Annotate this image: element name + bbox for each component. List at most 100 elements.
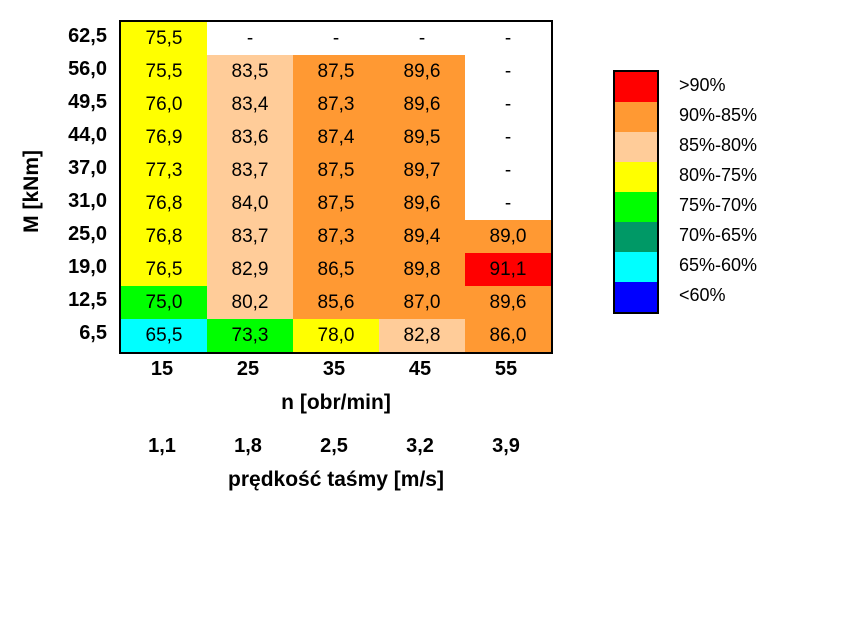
grid-and-x: 75,5----75,583,587,589,6-76,083,487,389,…: [119, 20, 553, 492]
row-header: 37,0: [52, 152, 115, 185]
heatmap-cell: 75,0: [120, 286, 207, 319]
heatmap-cell: -: [465, 121, 552, 154]
legend-label: 85%-80%: [679, 130, 757, 160]
heatmap-cell: 76,8: [120, 220, 207, 253]
row-header: 44,0: [52, 119, 115, 152]
heatmap-cell: 84,0: [207, 187, 293, 220]
row-header: 19,0: [52, 251, 115, 284]
legend-swatch: [615, 102, 657, 132]
legend-swatch: [615, 72, 657, 102]
heatmap-cell: 83,7: [207, 220, 293, 253]
legend: >90%90%-85%85%-80%80%-75%75%-70%70%-65%6…: [613, 70, 757, 314]
row-header: 31,0: [52, 185, 115, 218]
heatmap-cell: 89,6: [379, 55, 465, 88]
heatmap-cell: -: [293, 21, 379, 55]
heatmap-cell: 76,9: [120, 121, 207, 154]
heatmap-row: 75,583,587,589,6-: [120, 55, 552, 88]
heatmap-row: 76,884,087,589,6-: [120, 187, 552, 220]
row-header: 62,5: [52, 20, 115, 53]
heatmap-cell: 80,2: [207, 286, 293, 319]
legend-swatch: [615, 282, 657, 312]
heatmap-cell: -: [379, 21, 465, 55]
row-header: 49,5: [52, 86, 115, 119]
heatmap-cell: 87,5: [293, 55, 379, 88]
legend-colors: [613, 70, 659, 314]
heatmap-cell: -: [465, 88, 552, 121]
col-header: 25: [205, 358, 291, 381]
heatmap-cell: 91,1: [465, 253, 552, 286]
heatmap-row: 75,5----: [120, 21, 552, 55]
heatmap-cell: 85,6: [293, 286, 379, 319]
x-axis-label-2: prędkość taśmy [m/s]: [119, 468, 553, 492]
row-header: 12,5: [52, 284, 115, 317]
heatmap-cell: 87,4: [293, 121, 379, 154]
chart-area: M [kNm] 62,556,049,544,037,031,025,019,0…: [20, 20, 553, 492]
row-header: 25,0: [52, 218, 115, 251]
row-headers-col: 62,556,049,544,037,031,025,019,012,56,5: [52, 20, 119, 350]
heatmap-cell: 76,5: [120, 253, 207, 286]
legend-swatch: [615, 222, 657, 252]
heatmap-cell: -: [207, 21, 293, 55]
heatmap-container: M [kNm] 62,556,049,544,037,031,025,019,0…: [20, 20, 840, 492]
heatmap-row: 65,573,378,082,886,0: [120, 319, 552, 353]
legend-swatch: [615, 132, 657, 162]
heatmap-cell: 89,7: [379, 154, 465, 187]
heatmap-cell: 75,5: [120, 21, 207, 55]
heatmap-cell: 78,0: [293, 319, 379, 353]
row-header: 56,0: [52, 53, 115, 86]
heatmap-cell: 89,6: [379, 187, 465, 220]
heatmap-row: 75,080,285,687,089,6: [120, 286, 552, 319]
heatmap-cell: 87,5: [293, 154, 379, 187]
heatmap-cell: 87,3: [293, 88, 379, 121]
legend-swatch: [615, 162, 657, 192]
heatmap-cell: 76,8: [120, 187, 207, 220]
legend-label: 70%-65%: [679, 220, 757, 250]
col-header: 45: [377, 358, 463, 381]
secondary-header: 3,2: [377, 435, 463, 458]
heatmap-cell: -: [465, 21, 552, 55]
col-headers: 1525354555: [119, 358, 553, 381]
heatmap-cell: 83,4: [207, 88, 293, 121]
heatmap-cell: 83,6: [207, 121, 293, 154]
heatmap-cell: 82,9: [207, 253, 293, 286]
heatmap-cell: 83,7: [207, 154, 293, 187]
heatmap-cell: 89,6: [379, 88, 465, 121]
legend-swatch: [615, 192, 657, 222]
heatmap-row: 76,883,787,389,489,0: [120, 220, 552, 253]
heatmap-cell: 83,5: [207, 55, 293, 88]
x-axis-label-1: n [obr/min]: [119, 391, 553, 415]
heatmap-cell: 65,5: [120, 319, 207, 353]
heatmap-cell: 77,3: [120, 154, 207, 187]
heatmap-row: 77,383,787,589,7-: [120, 154, 552, 187]
legend-label: >90%: [679, 70, 757, 100]
row-headers: 62,556,049,544,037,031,025,019,012,56,5: [52, 20, 115, 350]
heatmap-cell: 87,5: [293, 187, 379, 220]
legend-label: 65%-60%: [679, 250, 757, 280]
heatmap-cell: -: [465, 55, 552, 88]
y-axis-label: M [kNm]: [20, 150, 44, 233]
heatmap-cell: -: [465, 154, 552, 187]
col-header: 15: [119, 358, 205, 381]
legend-labels: >90%90%-85%85%-80%80%-75%75%-70%70%-65%6…: [679, 70, 757, 310]
heatmap-cell: 89,0: [465, 220, 552, 253]
heatmap-cell: 89,4: [379, 220, 465, 253]
heatmap-cell: 89,6: [465, 286, 552, 319]
heatmap-row: 76,083,487,389,6-: [120, 88, 552, 121]
legend-label: 75%-70%: [679, 190, 757, 220]
secondary-header: 1,1: [119, 435, 205, 458]
heatmap-cell: 89,8: [379, 253, 465, 286]
secondary-header: 3,9: [463, 435, 549, 458]
heatmap-cell: 73,3: [207, 319, 293, 353]
heatmap-cell: 89,5: [379, 121, 465, 154]
secondary-headers: 1,11,82,53,23,9: [119, 435, 553, 458]
legend-label: 90%-85%: [679, 100, 757, 130]
heatmap-row: 76,983,687,489,5-: [120, 121, 552, 154]
col-header: 55: [463, 358, 549, 381]
heatmap-cell: 82,8: [379, 319, 465, 353]
heatmap-row: 76,582,986,589,891,1: [120, 253, 552, 286]
legend-label: <60%: [679, 280, 757, 310]
heatmap-cell: -: [465, 187, 552, 220]
heatmap-cell: 76,0: [120, 88, 207, 121]
heatmap-cell: 87,0: [379, 286, 465, 319]
heatmap-cell: 75,5: [120, 55, 207, 88]
